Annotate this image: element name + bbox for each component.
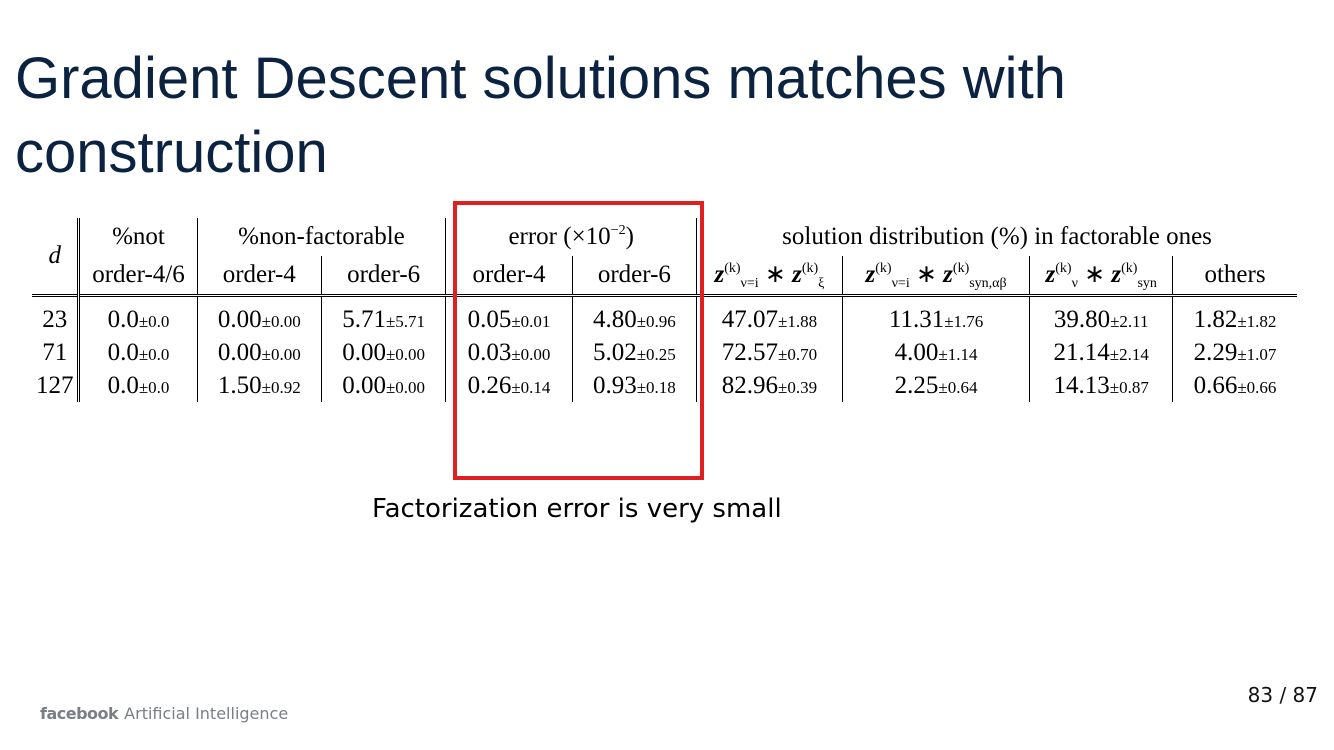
subheader-sol1: z(k)ν=i ∗ z(k)ξ	[696, 256, 843, 297]
cell-sol1: 47.07±1.88	[696, 295, 843, 336]
page-number: 83 / 87	[1247, 683, 1318, 707]
cell-sol1: 72.57±0.70	[696, 336, 843, 369]
caption-text: Factorization error is very small	[372, 494, 782, 524]
cell-err4: 0.03±0.00	[445, 336, 573, 369]
cell-sol2: 2.25±0.64	[841, 369, 1030, 402]
cell-sol2: 11.31±1.76	[841, 295, 1030, 336]
cell-d: 23	[32, 295, 81, 336]
header-error: error (×10−2)	[445, 218, 697, 256]
cell-others: 0.66±0.66	[1172, 369, 1297, 402]
cell-err4: 0.05±0.01	[445, 295, 573, 336]
cell-err6: 5.02±0.25	[571, 336, 697, 369]
subheader-sol2: z(k)ν=i ∗ z(k)syn,αβ	[841, 256, 1030, 297]
header-nonfactorable: %non-factorable	[196, 218, 446, 256]
cell-sol3: 39.80±2.11	[1029, 295, 1173, 336]
cell-nf4: 0.00±0.00	[196, 336, 322, 369]
table-row: 127 0.0±0.0 1.50±0.92 0.00±0.00 0.26±0.1…	[32, 369, 1297, 402]
table-row: 23 0.0±0.0 0.00±0.00 5.71±5.71 0.05±0.01…	[32, 295, 1297, 336]
slide-title: Gradient Descent solutions matches with …	[15, 46, 1066, 185]
subheader-err6: order-6	[571, 256, 697, 297]
cell-not: 0.0±0.0	[107, 305, 170, 333]
cell-nf6: 5.71±5.71	[320, 295, 446, 336]
cell-sol2: 4.00±1.14	[841, 336, 1030, 369]
cell-not: 0.0±0.0	[107, 371, 170, 399]
header-solution-distribution: solution distribution (%) in factorable …	[696, 218, 1297, 256]
facebook-logo: facebook	[40, 704, 119, 723]
subheader-nf4: order-4	[196, 256, 322, 297]
cell-sol3: 21.14±2.14	[1029, 336, 1173, 369]
subheader-sol3: z(k)ν ∗ z(k)syn	[1029, 256, 1173, 297]
cell-err6: 4.80±0.96	[571, 295, 697, 336]
footer-logo: facebook Artificial Intelligence	[40, 704, 288, 723]
cell-nf6: 0.00±0.00	[320, 336, 446, 369]
cell-sol3: 14.13±0.87	[1029, 369, 1173, 402]
cell-not: 0.0±0.0	[107, 338, 170, 366]
error-highlight-box	[453, 201, 704, 480]
cell-sol1: 82.96±0.39	[696, 369, 843, 402]
footer-ai-text: Artificial Intelligence	[124, 704, 289, 723]
cell-nf4: 1.50±0.92	[196, 369, 322, 402]
cell-others: 2.29±1.07	[1172, 336, 1297, 369]
cell-others: 1.82±1.82	[1172, 295, 1297, 336]
cell-err6: 0.93±0.18	[571, 369, 697, 402]
cell-err4: 0.26±0.14	[445, 369, 573, 402]
cell-nf6: 0.00±0.00	[320, 369, 446, 402]
subheader-not: order-4/6	[78, 256, 198, 297]
cell-nf4: 0.00±0.00	[196, 295, 322, 336]
cell-d: 127	[32, 369, 81, 402]
subheader-err4: order-4	[445, 256, 573, 297]
cell-d: 71	[32, 336, 81, 369]
subheader-nf6: order-6	[320, 256, 446, 297]
table-row: 71 0.0±0.0 0.00±0.00 0.00±0.00 0.03±0.00…	[32, 336, 1297, 369]
subheader-others: others	[1172, 256, 1297, 297]
header-not: %not	[112, 223, 165, 250]
header-d: d	[32, 218, 81, 296]
results-table: d %not %non-factorable error (×10−2) sol…	[32, 218, 1297, 402]
